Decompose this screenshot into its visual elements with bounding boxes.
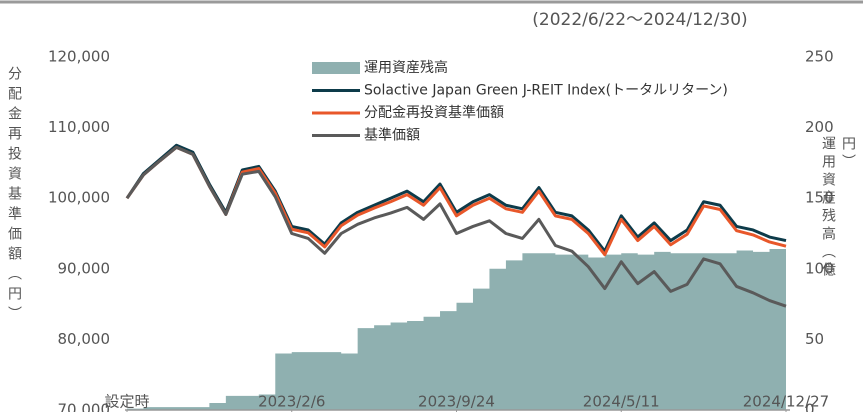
y-tick-label: 90,000 — [58, 259, 111, 277]
chart-subtitle: (2022/6/22〜2024/12/30) — [532, 10, 747, 30]
y2-tick-label: 150 — [805, 189, 834, 207]
legend-label: 運用資産残高 — [364, 59, 448, 76]
y-tick-label: 100,000 — [48, 189, 110, 207]
y2-tick-label: 250 — [805, 48, 834, 66]
y2-axis-label: 運用資産残高（億円） — [820, 136, 856, 280]
x-tick-label: 2023/9/24 — [418, 393, 495, 411]
y-tick-label: 70,000 — [58, 401, 111, 412]
y2-tick-label: 200 — [805, 118, 834, 136]
y-tick-label: 80,000 — [58, 330, 111, 348]
y2-tick-label: 100 — [805, 259, 834, 277]
legend-label: 基準価額 — [364, 127, 420, 144]
y-axis-label: 分配金再投資基準価額（円） — [6, 66, 22, 326]
legend-label: Solactive Japan Green J-REIT Index(トータルリ… — [364, 83, 728, 99]
y-tick-label: 120,000 — [48, 48, 110, 66]
y-tick-label: 110,000 — [48, 118, 110, 136]
line — [125, 145, 787, 257]
x-tick-label: 2024/5/11 — [583, 393, 660, 411]
x-tick-label: 2023/2/6 — [258, 393, 325, 411]
x-tick-label: 設定時 — [104, 393, 149, 411]
legend-label: 分配金再投資基準価額 — [364, 104, 504, 121]
y2-tick-label: 50 — [805, 330, 824, 348]
line — [125, 145, 787, 308]
area — [127, 243, 786, 410]
y2-tick-label: 0 — [805, 401, 815, 412]
x-tick-label: 2024/12/27 — [743, 393, 829, 411]
legend-swatch — [312, 62, 360, 74]
